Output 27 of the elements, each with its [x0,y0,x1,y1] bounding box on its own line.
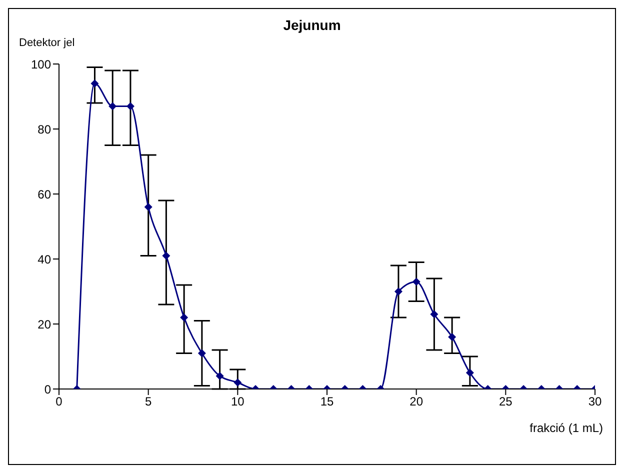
x-tick-label: 15 [320,394,334,409]
x-tick-label: 20 [410,394,424,409]
point [180,314,188,322]
point [394,288,402,296]
y-tick-label: 40 [38,252,52,266]
chart-title: Jejunum [282,17,342,33]
y-tick-label: 100 [30,57,52,72]
point [126,102,134,110]
y-tick-label: 80 [38,122,52,136]
x-tick-label: 10 [230,394,245,409]
point [448,333,456,341]
y-axis-title: Detektor jel [19,37,75,49]
point [108,102,117,110]
x-tick-label: 5 [144,394,152,409]
point [198,349,206,358]
point [90,80,99,88]
y-tick-label: 20 [38,317,52,332]
point [412,278,420,286]
x-axis-title: frakció (1 mL) [530,421,603,435]
point [162,252,170,260]
x-tick-label: 0 [56,394,63,409]
x-tick-label: 30 [588,394,602,409]
point [430,310,438,318]
x-tick-label: 25 [498,394,513,409]
y-tick-label: 60 [38,187,52,202]
point [144,203,152,211]
y-tick-label: 0 [44,382,52,396]
